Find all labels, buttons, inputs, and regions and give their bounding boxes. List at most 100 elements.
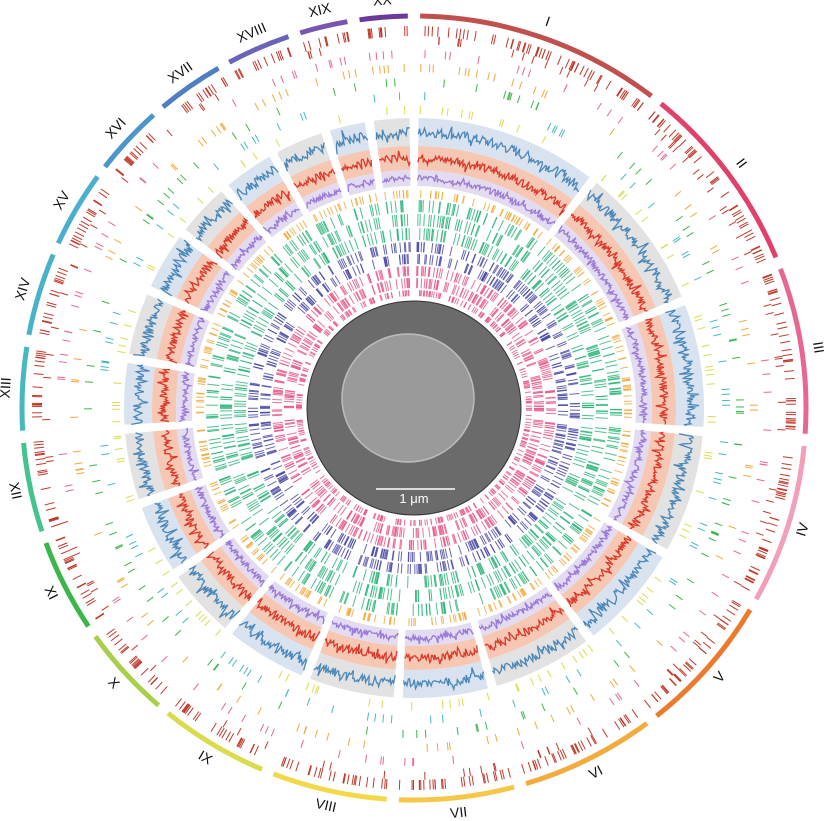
inner-tick [442, 601, 446, 614]
outer-tick-red [318, 37, 322, 48]
inner-tick [459, 583, 465, 596]
inner-tick [309, 352, 316, 356]
inner-tick [227, 459, 240, 464]
outer-tick [161, 655, 168, 663]
inner-tick [478, 562, 485, 575]
inner-tick [472, 307, 477, 314]
inner-tick [604, 316, 613, 321]
inner-tick [608, 432, 621, 435]
chromosome-label-XIV: XIV [11, 275, 33, 302]
inner-tick [367, 273, 372, 284]
inner-tick [370, 558, 375, 569]
inner-tick [380, 282, 384, 293]
inner-tick [565, 445, 576, 450]
inner-tick [360, 507, 364, 514]
inner-tick [577, 365, 590, 370]
inner-tick [475, 579, 481, 591]
inner-tick [327, 570, 334, 582]
inner-tick [616, 463, 625, 467]
inner-tick [318, 596, 323, 605]
outer-tick-red [140, 667, 149, 676]
inner-tick [539, 309, 549, 317]
inner-tick [555, 378, 566, 382]
inner-tick [279, 573, 286, 581]
outer-tick [182, 656, 189, 663]
inner-tick [406, 278, 408, 289]
inner-tick [283, 460, 294, 466]
outer-tick [365, 726, 369, 735]
outer-tick-red [779, 473, 790, 477]
inner-tick [440, 230, 444, 243]
inner-tick [257, 352, 268, 357]
inner-tick [317, 320, 326, 328]
outer-tick [593, 84, 599, 92]
outer-tick-red [175, 698, 183, 707]
inner-tick [607, 322, 615, 327]
outer-tick [136, 256, 144, 262]
outer-tick [125, 533, 134, 538]
outer-tick-red [719, 619, 729, 626]
inner-tick [385, 549, 389, 560]
inner-tick [396, 228, 399, 241]
inner-tick [295, 224, 302, 232]
inner-tick [400, 200, 403, 213]
outer-tick [516, 65, 520, 74]
outer-tick-red [78, 223, 89, 230]
outer-tick [587, 727, 593, 735]
inner-tick [300, 302, 309, 311]
inner-tick [256, 320, 268, 328]
outer-tick [608, 627, 615, 635]
outer-tick [193, 683, 199, 691]
inner-tick [565, 442, 576, 446]
inner-tick [212, 354, 225, 359]
inner-tick [464, 263, 470, 274]
outer-tick-red [757, 549, 768, 555]
outer-tick-red [286, 47, 292, 58]
inner-tick [247, 306, 259, 314]
inner-tick [579, 438, 592, 442]
inner-tick [551, 450, 562, 454]
inner-tick [390, 574, 393, 587]
inner-tick [518, 573, 526, 584]
inner-tick [287, 342, 297, 348]
inner-tick [296, 394, 303, 397]
outer-tick [711, 325, 720, 329]
inner-tick [323, 553, 331, 565]
outer-tick-red [710, 177, 720, 185]
outer-tick [681, 282, 690, 287]
inner-tick [220, 398, 233, 401]
inner-tick [508, 562, 516, 574]
inner-tick [508, 466, 515, 471]
outer-tick-red [637, 102, 644, 111]
outer-tick [90, 224, 98, 229]
inner-tick [441, 573, 445, 586]
inner-tick [253, 363, 264, 367]
inner-tick [295, 551, 304, 563]
inner-tick [496, 297, 505, 306]
inner-tick [363, 300, 367, 307]
inner-tick [241, 454, 253, 459]
inner-tick [557, 396, 568, 399]
inner-tick [224, 489, 236, 495]
inner-tick [258, 349, 268, 355]
outer-tick [535, 102, 540, 111]
outer-tick [681, 528, 690, 533]
outer-tick [366, 712, 370, 721]
inner-tick [548, 353, 559, 358]
inner-tick [546, 464, 556, 470]
inner-tick [520, 348, 531, 355]
inner-tick [290, 444, 301, 449]
inner-tick [246, 542, 253, 548]
inner-tick [335, 491, 340, 497]
inner-tick [545, 533, 555, 543]
inner-tick [581, 394, 594, 397]
inner-tick [526, 475, 536, 482]
inner-tick [528, 295, 537, 304]
inner-tick [518, 218, 524, 227]
inner-tick [550, 566, 557, 574]
inner-tick [388, 280, 392, 291]
outer-tick-red [236, 737, 242, 747]
outer-tick-red [135, 145, 144, 154]
outer-tick-red [115, 168, 125, 176]
outer-tick-red [204, 87, 212, 97]
